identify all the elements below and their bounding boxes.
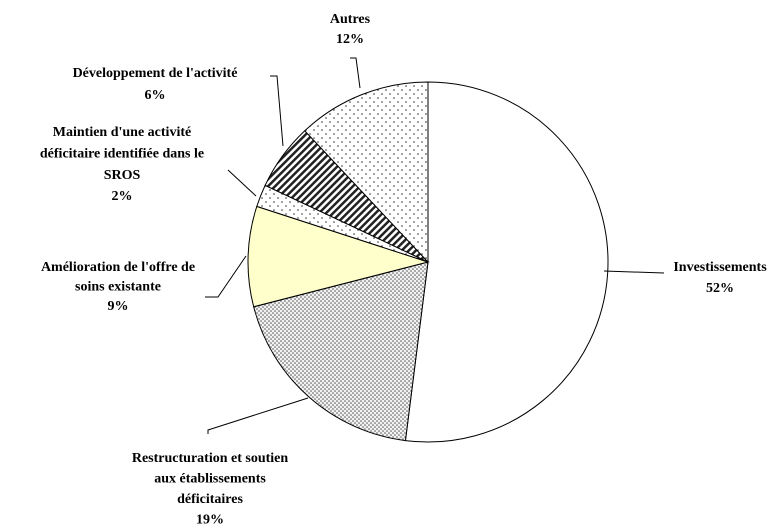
category-label: aux établissements <box>154 472 266 487</box>
category-label: Amélioration de l'offre de <box>41 260 195 275</box>
leader-line <box>227 169 257 197</box>
category-label: soins existante <box>75 280 161 295</box>
pie-slice <box>404 81 609 443</box>
pie-slice <box>247 205 430 308</box>
category-label: Restructuration et soutien <box>132 451 289 466</box>
labels: Investissements 52% Restructuration et sou… <box>40 12 767 526</box>
value-label: 52% <box>706 281 734 296</box>
leader-line <box>205 255 247 298</box>
category-label: déficitaire identifiée dans le <box>40 147 204 162</box>
value-label: 9% <box>108 299 129 314</box>
category-label: déficitaires <box>177 492 243 507</box>
category-label: Autres <box>330 12 371 27</box>
category-label: Maintien d'une activité <box>53 125 191 140</box>
category-label: Développement de l'activité <box>73 66 238 81</box>
value-label: 2% <box>112 189 133 204</box>
category-label: SROS <box>104 168 141 183</box>
leader-line <box>270 75 284 147</box>
pie-slice <box>304 81 429 264</box>
value-label: 6% <box>145 88 166 103</box>
leader-line <box>207 397 309 434</box>
leader-line <box>603 270 665 274</box>
value-label: 19% <box>196 513 224 526</box>
leader-line <box>350 57 361 89</box>
category-label: Investissements <box>673 260 767 275</box>
pie-slice <box>253 261 429 442</box>
value-label: 12% <box>336 32 364 47</box>
slices <box>247 81 609 443</box>
